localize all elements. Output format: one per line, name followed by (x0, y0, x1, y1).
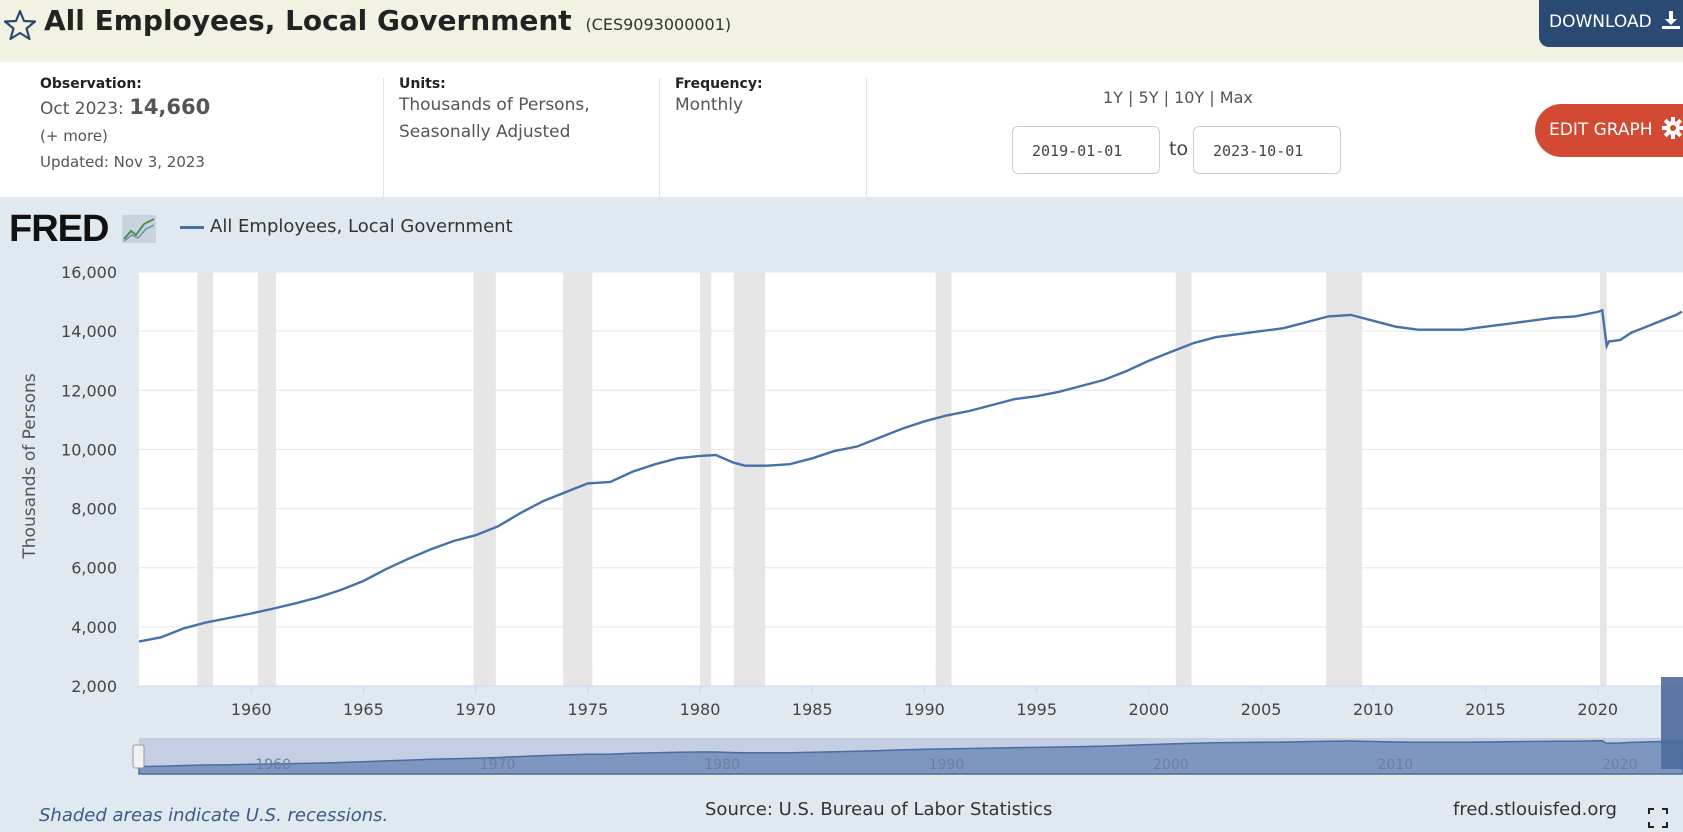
series-title: All Employees, Local Government (44, 4, 572, 37)
x-tick-label: 2005 (1241, 700, 1282, 719)
units-label: Units: (399, 76, 446, 92)
end-date-input[interactable]: 2023-10-01 (1193, 126, 1341, 174)
navigator-tick-label: 2010 (1377, 757, 1413, 773)
recession-band (1175, 272, 1192, 686)
divider (659, 78, 660, 197)
x-tick-label: 2020 (1577, 700, 1618, 719)
updated-date: Updated: Nov 3, 2023 (40, 153, 205, 171)
y-axis-ticks: 2,000 4,000 6,000 8,000 10,000 12,000 14,000 16… (61, 263, 117, 696)
navigator-tick-label: 1990 (929, 757, 965, 773)
edit-graph-label: EDIT GRAPH (1549, 120, 1653, 140)
observation-label: Observation: (40, 76, 142, 92)
plot-area (139, 272, 1683, 686)
download-button[interactable]: DOWNLOAD (1539, 0, 1683, 47)
x-tick-label: 1960 (231, 700, 272, 719)
recession-band (563, 272, 593, 686)
units-block: Units: Thousands of Persons, Seasonally … (399, 76, 590, 146)
y-tick-label: 8,000 (71, 500, 117, 519)
x-tick-label: 1975 (567, 700, 608, 719)
x-tick-label: 2000 (1129, 700, 1170, 719)
frequency-block: Frequency: Monthly (675, 76, 763, 119)
divider (383, 78, 384, 197)
start-date-input[interactable]: 2019-01-01 (1012, 126, 1160, 174)
x-tick-label: 1970 (455, 700, 496, 719)
y-tick-label: 10,000 (61, 440, 117, 459)
recession-note: Shaded areas indicate U.S. recessions. (39, 805, 389, 826)
series-id: (CES9093000001) (585, 15, 732, 34)
page-title: All Employees, Local Government (CES9093… (44, 4, 731, 37)
units-line-1: Thousands of Persons, (399, 95, 590, 115)
recession-band (935, 272, 952, 686)
navigator-right-handle[interactable] (1661, 677, 1683, 769)
y-tick-label: 6,000 (71, 559, 117, 578)
recession-band (1326, 272, 1363, 686)
observation-value: 14,660 (129, 95, 211, 119)
navigator-tick-label: 1960 (255, 757, 291, 773)
observation-date: Oct 2023: (40, 99, 124, 119)
fullscreen-icon[interactable] (1648, 808, 1668, 828)
recession-band (1599, 272, 1607, 686)
fred-chart-icon (122, 215, 157, 243)
range-10y[interactable]: 10Y (1174, 88, 1205, 107)
y-tick-label: 14,000 (61, 322, 117, 341)
gear-icon (1662, 117, 1683, 139)
recession-band (700, 272, 712, 686)
range-selector: 1Y | 5Y | 10Y | Max (1103, 88, 1253, 107)
recession-band (473, 272, 496, 686)
x-tick-label: 1965 (343, 700, 384, 719)
recession-band (197, 272, 214, 686)
site-link[interactable]: fred.stlouisfed.org (1453, 799, 1617, 820)
navigator-left-handle[interactable] (132, 744, 145, 769)
y-tick-label: 4,000 (71, 618, 117, 637)
fred-logo[interactable]: FRED (9, 208, 157, 251)
edit-graph-button[interactable]: EDIT GRAPH (1535, 104, 1683, 157)
download-label: DOWNLOAD (1549, 12, 1652, 32)
series-line-local-government (138, 308, 1683, 643)
recession-bands (197, 272, 1607, 686)
download-icon (1662, 11, 1681, 29)
legend-line-swatch (180, 226, 204, 229)
navigator-tick-label: 1970 (480, 757, 516, 773)
units-line-2: Seasonally Adjusted (399, 122, 571, 142)
x-tick-label: 2015 (1465, 700, 1506, 719)
x-tick-label: 1985 (792, 700, 833, 719)
source-label: Source: U.S. Bureau of Labor Statistics (705, 799, 1053, 820)
frequency-label: Frequency: (675, 76, 763, 92)
range-max[interactable]: Max (1219, 88, 1253, 107)
y-axis-label: Thousands of Persons (20, 373, 40, 559)
navigator-tick-label: 1980 (704, 757, 740, 773)
y-tick-label: 16,000 (61, 263, 117, 282)
y-tick-label: 2,000 (71, 677, 117, 696)
x-tick-label: 1980 (680, 700, 721, 719)
range-5y[interactable]: 5Y (1138, 88, 1159, 107)
x-tick-label: 1995 (1016, 700, 1057, 719)
observation-block: Observation: Oct 2023: 14,660 (+ more) U… (40, 76, 210, 175)
to-label: to (1169, 138, 1189, 160)
navigator-labels: 1960 1970 1980 1990 2000 2010 2020 (255, 757, 1637, 773)
navigator-tick-label: 2000 (1153, 757, 1189, 773)
title-bar: All Employees, Local Government (CES9093… (0, 0, 1683, 62)
favorite-star-icon[interactable] (4, 9, 36, 41)
legend-series-label: All Employees, Local Government (210, 216, 513, 237)
x-tick-label: 2010 (1353, 700, 1394, 719)
recession-band (257, 272, 276, 686)
navigator-tick-label: 2020 (1602, 757, 1638, 773)
x-axis-ticks: 1960 1965 1970 1975 1980 1985 1990 1995 2000 2005… (139, 685, 1683, 719)
x-tick-label: 1990 (904, 700, 945, 719)
navigator-area (138, 739, 1683, 775)
fred-logo-text: FRED (9, 208, 109, 250)
y-tick-label: 12,000 (61, 381, 117, 400)
range-1y[interactable]: 1Y (1103, 88, 1123, 107)
more-link[interactable]: (+ more) (40, 127, 108, 145)
info-bar: Observation: Oct 2023: 14,660 (+ more) U… (0, 62, 1683, 197)
frequency-value: Monthly (675, 95, 744, 115)
recession-band (733, 272, 766, 686)
divider (866, 78, 867, 197)
